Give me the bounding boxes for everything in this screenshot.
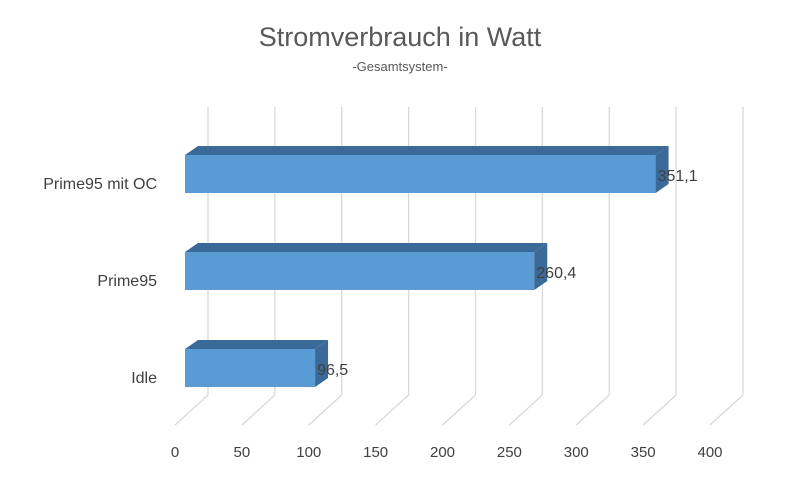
category-label: Prime95 mit OC [43,176,157,193]
data-label: 351,1 [658,168,698,185]
data-labels: 351,1 260,4 96,5 [317,168,698,379]
data-label: 260,4 [536,265,576,282]
bar [185,146,669,193]
x-tick-label: 300 [564,444,589,461]
x-tick-label: 150 [363,444,388,461]
category-label: Prime95 [97,273,157,290]
chart-title: Stromverbrauch in Watt [259,22,542,52]
x-tick-label: 250 [497,444,522,461]
chart-subtitle: -Gesamtsystem- [352,59,447,74]
bars [185,146,669,387]
data-label: 96,5 [317,362,348,379]
bar [185,340,329,387]
x-tick-label: 350 [631,444,656,461]
x-tick-label: 100 [296,444,321,461]
bar [185,243,548,290]
x-tick-label: 200 [430,444,455,461]
gridline [642,107,677,426]
x-tick-label: 400 [697,444,722,461]
category-label: Idle [131,370,157,387]
x-tick-label: 50 [234,444,251,461]
category-labels: Prime95 mit OC Prime95 Idle [43,176,157,387]
x-axis-ticks: 0 50 100 150 200 250 300 350 400 [171,444,723,461]
gridline [709,107,744,426]
x-tick-label: 0 [171,444,179,461]
